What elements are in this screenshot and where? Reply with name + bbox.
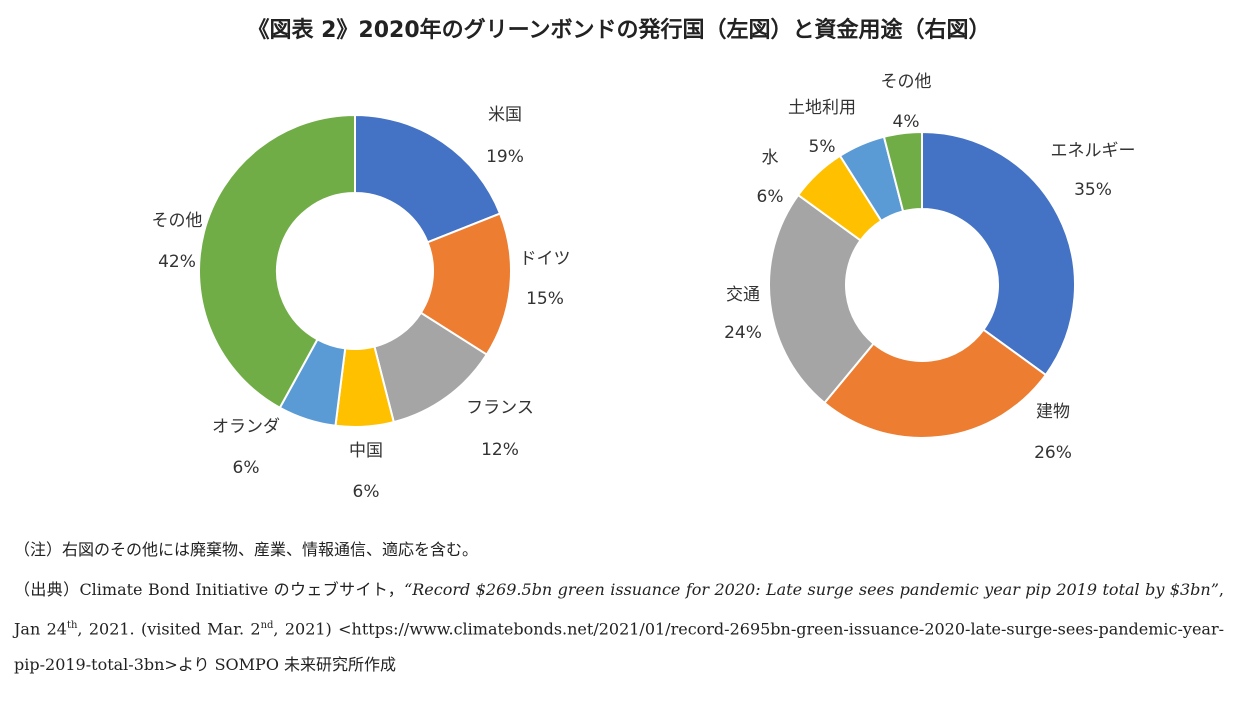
charts-canvas: 米国 19% ドイツ 15% フランス 12% 中国 6% オランダ 6% その他 42% エネルギー 3…: [152, 72, 1136, 502]
donut2-slice-2: [823, 328, 1048, 439]
donut2-category-label-1: エネルギー: [1051, 141, 1136, 161]
donut1-value-label-6: 42%: [158, 252, 196, 272]
donut2-category-label-3: 交通: [726, 285, 760, 305]
source-citation: （出典）Climate Bond Initiative のウェブサイト，“Rec…: [14, 572, 1224, 683]
donut2-value-label-1: 35%: [1074, 180, 1112, 200]
donut2-category-label-6: その他: [881, 72, 932, 92]
notes-block: （注）右図のその他には廃棄物、産業、情報通信、適応を含む。 （出典）Climat…: [14, 536, 1224, 683]
donut1-category-label-3: フランス: [466, 398, 534, 418]
source-sup-b: nd: [260, 620, 274, 631]
donut1-value-label-3: 12%: [481, 440, 519, 460]
donut1-slice-2: [419, 212, 512, 356]
donut2-category-label-5: 土地利用: [788, 98, 856, 118]
source-article-title: “Record $269.5bn green issuance for 2020…: [404, 580, 1219, 599]
donut1-category-label-5: オランダ: [212, 417, 280, 437]
donut2-value-label-5: 5%: [809, 137, 836, 157]
donut1-category-label-2: ドイツ: [520, 249, 571, 269]
page-title: 《図表 2》2020年のグリーンボンドの発行国（左図）と資金用途（右図）: [247, 18, 991, 43]
donut2-value-label-6: 4%: [893, 112, 920, 132]
donut1-category-label-6: その他: [152, 211, 203, 231]
donut2-slice-3: [768, 193, 875, 405]
source-date-b: , 2021. (visited Mar. 2: [77, 619, 261, 639]
donut1-value-label-4: 6%: [353, 482, 380, 502]
donut1-category-label-4: 中国: [349, 441, 383, 461]
source-sup-a: th: [66, 620, 78, 631]
donut1-value-label-1: 19%: [486, 147, 524, 167]
source-date-a: , Jan 24: [14, 580, 1224, 639]
donut2-slice-1: [921, 130, 1076, 377]
donut2-category-label-4: 水: [762, 148, 779, 168]
donut1-slice-6: [198, 113, 356, 410]
donut-chart-1: 米国 19% ドイツ 15% フランス 12% 中国 6% オランダ 6% その他 42%: [152, 105, 571, 502]
donut1-value-label-2: 15%: [526, 289, 564, 309]
donut1-category-label-1: 米国: [488, 105, 522, 125]
source-date-c: , 2021) <https://www.climatebonds.net/20…: [14, 619, 1225, 675]
donut2-value-label-2: 26%: [1034, 443, 1072, 463]
donut2-category-label-2: 建物: [1036, 402, 1070, 422]
source-prefix: （出典）Climate Bond Initiative のウェブサイト，: [14, 580, 405, 599]
footnote: （注）右図のその他には廃棄物、産業、情報通信、適応を含む。: [14, 540, 479, 559]
donut1-value-label-5: 6%: [233, 458, 260, 478]
donut1-slice-1: [354, 113, 502, 244]
donut-chart-2: エネルギー 35% 建物 26% 交通 24% 水 6% 土地利用 5% その他 4%: [724, 72, 1135, 463]
donut2-slice-6: [882, 130, 923, 213]
donut2-value-label-3: 24%: [724, 323, 762, 343]
donut2-value-label-4: 6%: [757, 187, 784, 207]
